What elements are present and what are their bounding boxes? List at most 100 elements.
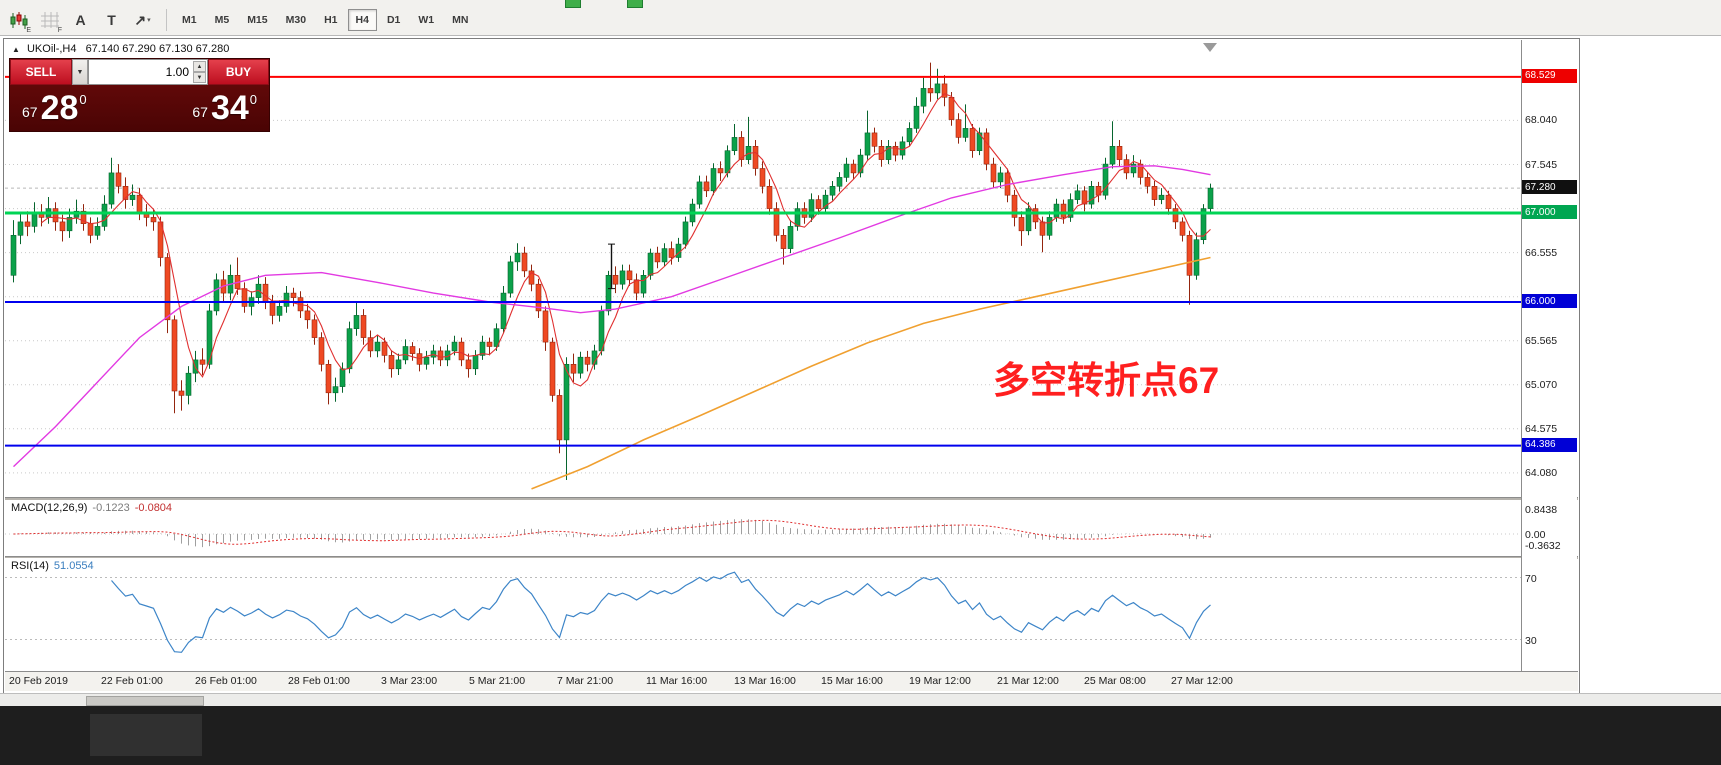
candlestick-chart-svg[interactable] bbox=[5, 40, 1521, 498]
label-tool-icon[interactable]: T bbox=[107, 12, 116, 28]
text-tool-icon[interactable]: A bbox=[75, 12, 86, 28]
volume-up-button[interactable]: ▲ bbox=[193, 61, 206, 72]
timeframe-button-h1[interactable]: H1 bbox=[316, 9, 345, 31]
timeframe-button-mn[interactable]: MN bbox=[444, 9, 476, 31]
timeframe-button-m1[interactable]: M1 bbox=[174, 9, 205, 31]
chevron-down-icon: ▾ bbox=[147, 17, 151, 24]
top-toolbar: E F A T ↗ ▾ M1 M5 M15 M30 H1 H4 D1 W1 MN bbox=[0, 0, 1721, 36]
volume-dropdown-button[interactable]: ▼ bbox=[72, 59, 88, 85]
chart-annotation-text: 多空转折点67 bbox=[993, 360, 1220, 401]
sell-price-big: 28 bbox=[40, 89, 79, 127]
price-tag: 67.280 bbox=[1522, 180, 1577, 195]
timeframe-button-h4[interactable]: H4 bbox=[347, 9, 377, 31]
price-tag: 64.386 bbox=[1522, 437, 1577, 452]
rsi-value: 51.0554 bbox=[53, 560, 94, 572]
price-scale-label: 64.080 bbox=[1525, 466, 1558, 479]
price-scale-label: -0.3632 bbox=[1525, 539, 1561, 552]
bottom-dark-strip bbox=[0, 706, 1721, 765]
timeframe-button-m5[interactable]: M5 bbox=[207, 9, 238, 31]
price-scale-label: 70 bbox=[1525, 572, 1537, 585]
chevron-down-icon: ▼ bbox=[76, 68, 84, 76]
time-axis-label: 13 Mar 16:00 bbox=[734, 675, 796, 687]
main-chart-pane[interactable]: ▲ UKOil-,H4 67.140 67.290 67.130 67.280 … bbox=[5, 40, 1521, 498]
pane-separator[interactable] bbox=[5, 497, 1578, 500]
price-scale-label: 65.070 bbox=[1525, 378, 1558, 391]
macd-chart-svg[interactable] bbox=[5, 500, 1521, 556]
bottom-strip-block bbox=[90, 714, 202, 756]
sell-price-sup: 0 bbox=[79, 92, 87, 107]
sell-price-prefix: 67 bbox=[22, 104, 38, 120]
rsi-label: RSI(14) 51.0554 bbox=[11, 560, 94, 572]
time-axis-label: 20 Feb 2019 bbox=[9, 675, 68, 687]
time-axis-label: 19 Mar 12:00 bbox=[909, 675, 971, 687]
buy-price-sup: 0 bbox=[249, 92, 257, 107]
price-scale-label: 68.040 bbox=[1525, 114, 1558, 127]
sell-button[interactable]: SELL bbox=[10, 59, 72, 85]
toolbar-separator bbox=[166, 9, 167, 31]
time-axis[interactable]: 20 Feb 2019 22 Feb 01:00 26 Feb 01:00 28 Fe… bbox=[5, 672, 1578, 691]
time-axis-label: 22 Feb 01:00 bbox=[101, 675, 163, 687]
volume-input[interactable] bbox=[89, 60, 207, 84]
macd-label: MACD(12,26,9) -0.1223 -0.0804 bbox=[11, 502, 172, 514]
scrollbar-thumb[interactable] bbox=[86, 696, 204, 706]
price-scale-label: 65.565 bbox=[1525, 334, 1558, 347]
pane-separator[interactable] bbox=[5, 556, 1578, 559]
candlestick-chart-icon[interactable]: E bbox=[4, 7, 33, 34]
grid-icon[interactable]: F bbox=[40, 12, 62, 34]
collapse-panel-icon[interactable]: ▲ bbox=[12, 45, 20, 54]
one-click-trading-panel: SELL ▼ ▲ ▼ BUY 67 28 0 bbox=[9, 58, 270, 132]
volume-field-wrap: ▲ ▼ bbox=[88, 59, 208, 85]
time-axis-label: 28 Feb 01:00 bbox=[288, 675, 350, 687]
price-scale-label: 64.575 bbox=[1525, 422, 1558, 435]
horizontal-scrollbar[interactable] bbox=[0, 693, 1721, 706]
price-scale-label: 67.545 bbox=[1525, 158, 1558, 171]
timeframe-button-d1[interactable]: D1 bbox=[379, 9, 408, 31]
price-scale-divider bbox=[1521, 40, 1522, 691]
price-scale-label: 66.555 bbox=[1525, 246, 1558, 259]
buy-price-prefix: 67 bbox=[192, 104, 208, 120]
time-axis-label: 25 Mar 08:00 bbox=[1084, 675, 1146, 687]
rsi-name: RSI(14) bbox=[11, 560, 49, 572]
price-scale[interactable]: 68.040 67.545 66.555 65.565 65.070 64.575 64.0… bbox=[1522, 40, 1577, 691]
volume-down-button[interactable]: ▼ bbox=[193, 72, 206, 83]
time-axis-label: 3 Mar 23:00 bbox=[381, 675, 438, 687]
cropped-toolbar-icon bbox=[627, 0, 643, 8]
time-axis-label: 27 Mar 12:00 bbox=[1171, 675, 1233, 687]
indicator-arrow-icon[interactable]: ↗ ▾ bbox=[134, 11, 151, 28]
time-axis-label: 21 Mar 12:00 bbox=[997, 675, 1059, 687]
buy-button[interactable]: BUY bbox=[208, 59, 269, 85]
time-axis-label: 7 Mar 21:00 bbox=[557, 675, 614, 687]
rsi-indicator-pane[interactable]: RSI(14) 51.0554 bbox=[5, 558, 1521, 671]
time-axis-label: 26 Feb 01:00 bbox=[195, 675, 257, 687]
macd-indicator-pane[interactable]: MACD(12,26,9) -0.1223 -0.0804 bbox=[5, 500, 1521, 556]
price-scale-label: 30 bbox=[1525, 634, 1537, 647]
chart-window: ▲ UKOil-,H4 67.140 67.290 67.130 67.280 … bbox=[3, 38, 1580, 694]
chart-shift-marker-icon[interactable] bbox=[1203, 43, 1217, 52]
time-axis-label: 15 Mar 16:00 bbox=[821, 675, 883, 687]
buy-price-big: 34 bbox=[210, 89, 249, 127]
sell-price-display[interactable]: 67 28 0 bbox=[22, 91, 87, 125]
price-tag: 66.000 bbox=[1522, 294, 1577, 308]
macd-main-value: -0.1223 bbox=[92, 502, 130, 514]
macd-name: MACD(12,26,9) bbox=[11, 502, 88, 514]
buy-price-display[interactable]: 67 34 0 bbox=[192, 91, 257, 125]
price-tag: 67.000 bbox=[1522, 205, 1577, 219]
cropped-toolbar-icon bbox=[565, 0, 581, 8]
chart-symbol-period: UKOil-,H4 bbox=[26, 43, 77, 55]
time-axis-divider bbox=[5, 671, 1578, 672]
timeframe-button-m30[interactable]: M30 bbox=[278, 9, 314, 31]
chevron-up-icon: ▲ bbox=[196, 63, 203, 70]
rsi-chart-svg[interactable] bbox=[5, 558, 1521, 671]
chevron-down-icon: ▼ bbox=[196, 74, 203, 81]
timeframe-button-w1[interactable]: W1 bbox=[410, 9, 442, 31]
macd-signal-value: -0.0804 bbox=[134, 502, 173, 514]
chart-ohlc-values: 67.140 67.290 67.130 67.280 bbox=[85, 43, 230, 55]
time-axis-label: 5 Mar 21:00 bbox=[469, 675, 526, 687]
timeframe-button-m15[interactable]: M15 bbox=[239, 9, 275, 31]
time-axis-label: 11 Mar 16:00 bbox=[646, 675, 708, 687]
chart-title: ▲ UKOil-,H4 67.140 67.290 67.130 67.280 bbox=[12, 43, 229, 55]
price-scale-label: 0.00 bbox=[1525, 529, 1546, 541]
price-scale-label: 0.8438 bbox=[1525, 503, 1558, 516]
timeframe-button-group: M1 M5 M15 M30 H1 H4 D1 W1 MN bbox=[174, 9, 478, 31]
